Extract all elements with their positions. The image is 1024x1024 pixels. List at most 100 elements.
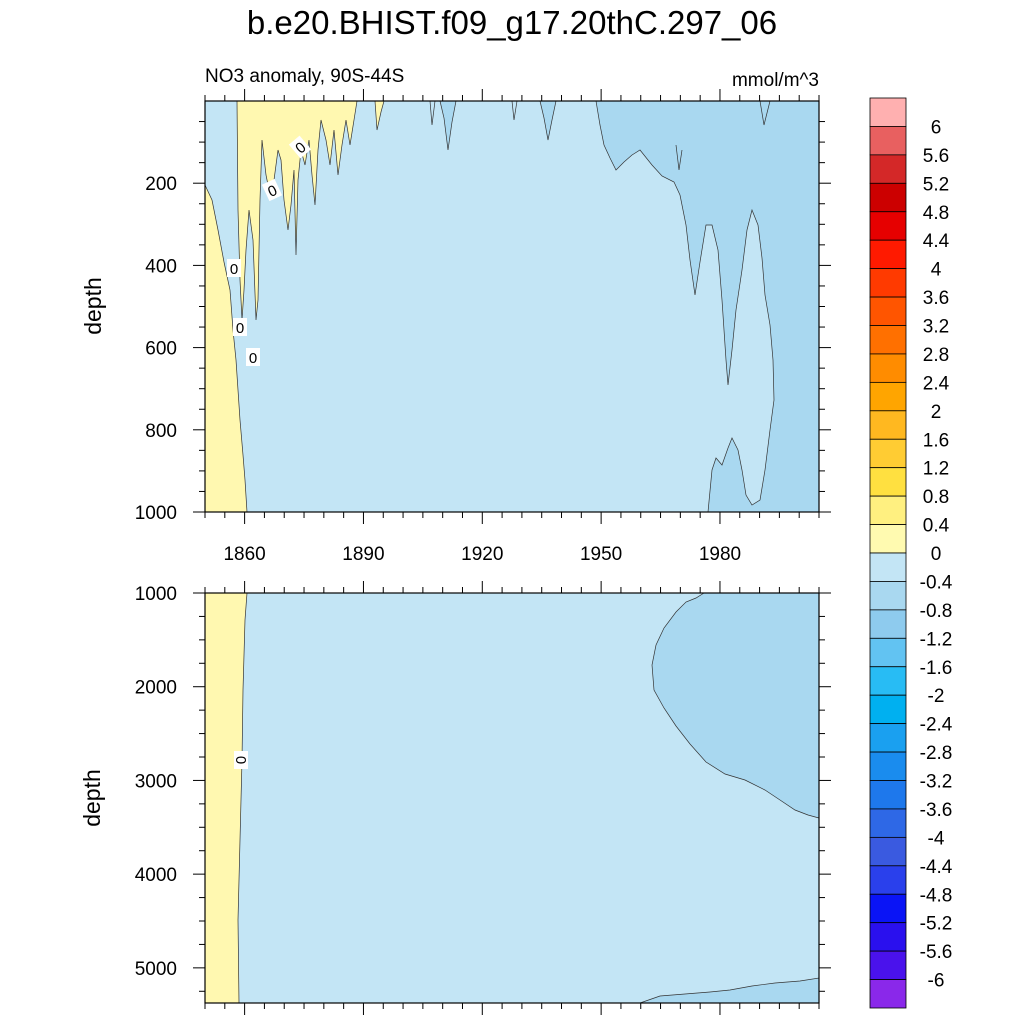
colorbar-segment — [869, 296, 907, 326]
colorbar-segment — [869, 808, 907, 838]
y-tick-label: 2000 — [135, 678, 177, 699]
colorbar-label: 4.4 — [923, 231, 950, 252]
colorbar-segment — [869, 239, 907, 270]
y-tick-label: 4000 — [135, 865, 177, 886]
colorbar-label: -6 — [928, 971, 945, 992]
contour-label: 0 — [246, 348, 260, 367]
colorbar-label: -4.4 — [920, 857, 953, 878]
y-tick-label: 5000 — [135, 959, 177, 980]
colorbar-segment — [869, 97, 907, 127]
colorbar-label: -0.8 — [920, 601, 953, 622]
colorbar-label: 0.8 — [923, 487, 949, 508]
y-tick-label: 1000 — [135, 584, 177, 605]
colorbar-segment — [869, 126, 907, 156]
colorbar-segment — [869, 381, 907, 412]
contour-label: 0 — [232, 751, 249, 769]
colorbar-segment — [869, 410, 907, 440]
colorbar-label: 0 — [931, 544, 942, 565]
colorbar-label: 3.2 — [923, 317, 949, 338]
colorbar-label: -4.8 — [920, 885, 953, 906]
y-tick-label: 400 — [145, 256, 177, 277]
figure-title: b.e20.BHIST.f09_g17.20thC.297_06 — [247, 4, 777, 41]
svg-text:0: 0 — [232, 756, 249, 764]
contour-label: 0 — [233, 318, 247, 337]
upper-positive-anomaly-region — [236, 100, 358, 321]
colorbar-label: -4 — [928, 828, 945, 849]
y-tick-label: 200 — [145, 174, 177, 195]
svg-text:0: 0 — [249, 350, 257, 367]
colorbar-segment — [869, 723, 907, 753]
colorbar-segment — [869, 353, 907, 383]
x-tick-label: 1860 — [223, 544, 265, 565]
colorbar-label: -5.6 — [920, 942, 953, 963]
svg-text:0: 0 — [236, 320, 244, 337]
colorbar-segment — [869, 154, 907, 184]
colorbar-segment — [869, 211, 907, 241]
y-tick-label: 800 — [145, 421, 177, 442]
contour-label: 0 — [288, 135, 312, 159]
contour-label: 0 — [261, 178, 283, 202]
upper-y-axis-label: depth — [80, 277, 106, 335]
colorbar-label: 1.2 — [923, 459, 949, 480]
colorbar-segment — [869, 182, 907, 213]
colorbar-label: -2.8 — [920, 743, 953, 764]
colorbar-segment — [869, 836, 907, 867]
colorbar-segment — [869, 694, 907, 725]
colorbar-segment — [869, 865, 907, 895]
contour-label: 0 — [227, 259, 241, 278]
colorbar-segment — [869, 893, 907, 924]
colorbar-label: -0.4 — [920, 572, 953, 593]
lower-y-axis-label: depth — [79, 769, 105, 827]
svg-text:0: 0 — [230, 261, 238, 278]
colorbar-segment — [869, 325, 907, 355]
upper-panel — [204, 100, 820, 513]
colorbar-segment — [869, 524, 907, 554]
colorbar-segment — [869, 438, 907, 469]
colorbar-label: -2.4 — [920, 715, 953, 736]
colorbar-label: 2.4 — [923, 373, 950, 394]
colorbar-segment — [869, 495, 907, 525]
colorbar-label: -3.2 — [920, 772, 953, 793]
colorbar-label: -3.6 — [920, 800, 953, 821]
colorbar-segment — [869, 268, 907, 298]
colorbar-segment — [869, 751, 907, 781]
colorbar: 6 5.6 5.2 4.8 4.4 4 3.6 3.2 2.8 2.4 2 1.6 1.2 0.8 0.4 0… — [869, 97, 953, 1009]
lower-plot-frame — [204, 592, 820, 1004]
colorbar-segment — [869, 581, 907, 611]
colorbar-label: 2.8 — [923, 345, 949, 366]
colorbar-segment — [869, 979, 907, 1009]
x-tick-label: 1920 — [461, 544, 503, 565]
colorbar-label: 4.8 — [923, 203, 949, 224]
upper-negative-anomaly-region — [595, 100, 820, 513]
colorbar-label: 3.6 — [923, 288, 949, 309]
colorbar-label: 2 — [931, 402, 942, 423]
colorbar-label: -5.2 — [920, 914, 953, 935]
colorbar-segment — [869, 780, 907, 810]
y-tick-label: 1000 — [135, 503, 177, 524]
y-tick-label: 3000 — [135, 771, 177, 792]
colorbar-segment — [869, 467, 907, 497]
colorbar-segment — [869, 922, 907, 952]
colorbar-segment — [869, 950, 907, 980]
panel-subtitle-left: NO3 anomaly, 90S-44S — [205, 66, 404, 87]
y-tick-label: 600 — [145, 339, 177, 360]
lower-panel — [204, 592, 820, 1004]
colorbar-label: 5.2 — [923, 174, 949, 195]
x-tick-label: 1980 — [699, 544, 741, 565]
colorbar-segment — [869, 609, 907, 639]
colorbar-segment — [869, 666, 907, 696]
contour-line — [429, 100, 771, 171]
colorbar-segment — [869, 637, 907, 668]
colorbar-label: 5.6 — [923, 146, 949, 167]
lower-negative-anomaly-region — [651, 592, 820, 819]
x-tick-label: 1890 — [342, 544, 384, 565]
colorbar-label: 6 — [931, 117, 942, 138]
colorbar-label: 4 — [931, 260, 942, 281]
colorbar-segment — [869, 552, 907, 582]
colorbar-label: -1.2 — [920, 629, 953, 650]
colorbar-label: -1.6 — [920, 658, 953, 679]
colorbar-label: -2 — [928, 686, 945, 707]
x-tick-label: 1950 — [580, 544, 622, 565]
panel-subtitle-right: mmol/m^3 — [732, 70, 819, 91]
